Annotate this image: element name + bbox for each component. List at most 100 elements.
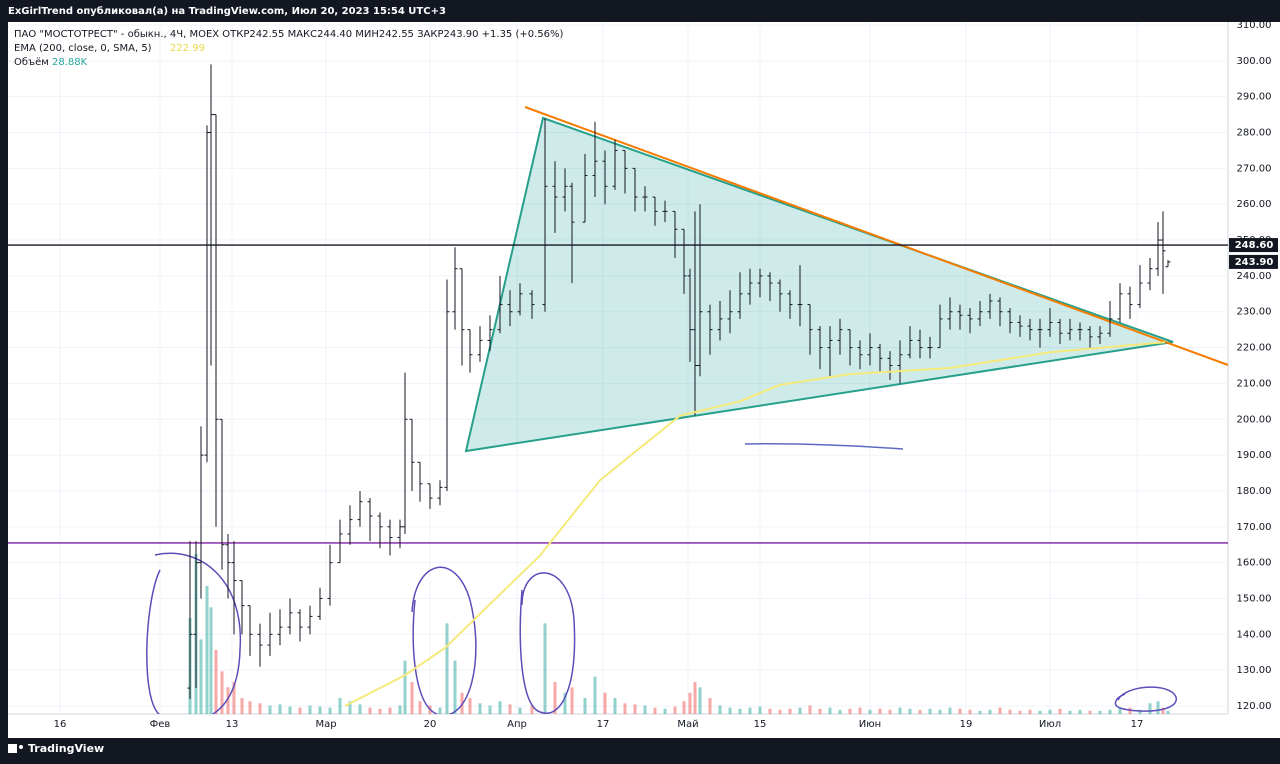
volume-bar <box>728 707 732 714</box>
volume-bar <box>478 703 482 714</box>
volume-bar <box>553 682 557 714</box>
volume-bar <box>1148 703 1152 714</box>
author-line: ExGirlTrend опубликовал(а) на TradingVie… <box>8 5 446 17</box>
volume-bar <box>768 708 772 714</box>
y-tick-label: 180.00 <box>1237 486 1272 497</box>
volume-bar <box>938 709 942 714</box>
volume-bar <box>798 707 802 714</box>
volume-bar <box>530 705 534 714</box>
volume-bar <box>698 687 702 714</box>
volume-bar <box>758 706 762 714</box>
volume-bar <box>613 698 617 714</box>
x-tick-label: 17 <box>597 719 610 730</box>
last-price-box <box>1229 254 1278 269</box>
volume-bar <box>348 701 352 714</box>
volume-bar <box>808 705 812 714</box>
volume-bar <box>570 687 574 714</box>
volume-bar <box>1118 708 1122 714</box>
x-tick-label: 17 <box>1131 719 1144 730</box>
sketch-ellipse <box>411 566 477 714</box>
volume-bar <box>888 709 892 714</box>
x-tick-label: Фев <box>150 719 171 730</box>
volume-bar <box>508 704 512 714</box>
volume-bar <box>258 703 262 714</box>
plot-background <box>8 22 1280 738</box>
volume-bar <box>214 650 218 714</box>
volume-bar <box>1018 710 1022 714</box>
y-tick-label: 310.00 <box>1237 20 1272 31</box>
y-tick-label: 300.00 <box>1237 56 1272 67</box>
volume-bar <box>623 703 627 714</box>
volume-bar <box>232 682 236 714</box>
x-tick-label: Июн <box>859 719 881 730</box>
volume-bar <box>318 706 322 714</box>
volume-bar <box>298 707 302 714</box>
y-tick-label: 270.00 <box>1237 163 1272 174</box>
volume-bar <box>438 707 442 714</box>
grid <box>8 22 1228 714</box>
volume-bar <box>410 682 414 714</box>
volume-bar <box>978 710 982 714</box>
volume-bar <box>688 692 692 714</box>
x-tick-label: 16 <box>54 719 67 730</box>
volume-bar <box>603 692 607 714</box>
volume-bar <box>583 698 587 714</box>
volume-bar <box>338 698 342 714</box>
volume-bar <box>199 639 203 714</box>
volume-bar <box>418 701 422 714</box>
volume-bar <box>998 707 1002 714</box>
volume-bar <box>1161 707 1165 714</box>
volume-bar <box>1048 709 1052 714</box>
volume-bar <box>848 708 852 714</box>
axes: 120.00 130.00 140.00 150.00 160.00 170.00 180.… <box>54 20 1278 730</box>
volume-bar <box>748 707 752 714</box>
volume-bar <box>403 660 407 714</box>
last-price-label: 243.90 <box>1235 257 1274 268</box>
sketch-ellipse <box>146 552 242 714</box>
volume-bar <box>653 707 657 714</box>
volume-bar <box>988 709 992 714</box>
volume-bar <box>908 708 912 714</box>
volume-bar <box>288 706 292 714</box>
volume-bar <box>918 709 922 714</box>
y-tick-label: 240.00 <box>1237 271 1272 282</box>
volume-bar <box>818 708 822 714</box>
legend-ema-label: EMA (200, close, 0, SMA, 5) <box>14 43 152 54</box>
volume-bar <box>205 586 209 714</box>
y-tick-label: 130.00 <box>1237 665 1272 676</box>
volume-bar <box>563 692 567 714</box>
y-tick-label: 220.00 <box>1237 343 1272 354</box>
volume-bar <box>868 709 872 714</box>
volume-bar <box>958 708 962 714</box>
y-tick-label: 170.00 <box>1237 522 1272 533</box>
sketch-ellipse <box>519 572 576 714</box>
brand: TradingView <box>28 742 104 755</box>
volume-bar <box>388 707 392 714</box>
volume-bar <box>308 705 312 714</box>
volume-bar <box>398 705 402 714</box>
volume-bar <box>1156 701 1160 714</box>
x-tick-label: Июл <box>1039 719 1061 730</box>
volume-bar <box>593 676 597 714</box>
ema-line <box>344 341 1166 707</box>
volume-bar <box>928 708 932 714</box>
volume-bar <box>498 701 502 714</box>
volume-bar <box>858 707 862 714</box>
volume-bar <box>220 671 224 714</box>
volume-bar <box>643 705 647 714</box>
volume-bar <box>328 707 332 714</box>
volume-bar <box>948 707 952 714</box>
volume-bar <box>378 708 382 714</box>
drawings <box>146 106 1228 714</box>
volume-bar <box>663 708 667 714</box>
volume-bar <box>738 708 742 714</box>
sketch-ellipse <box>1114 686 1177 712</box>
volume-bar <box>368 707 372 714</box>
volume-bar <box>898 707 902 714</box>
volume-bar <box>968 709 972 714</box>
logo-mark <box>8 744 17 753</box>
volume-bar <box>445 623 449 714</box>
volume-bar <box>633 704 637 714</box>
sketch-line <box>744 443 904 450</box>
